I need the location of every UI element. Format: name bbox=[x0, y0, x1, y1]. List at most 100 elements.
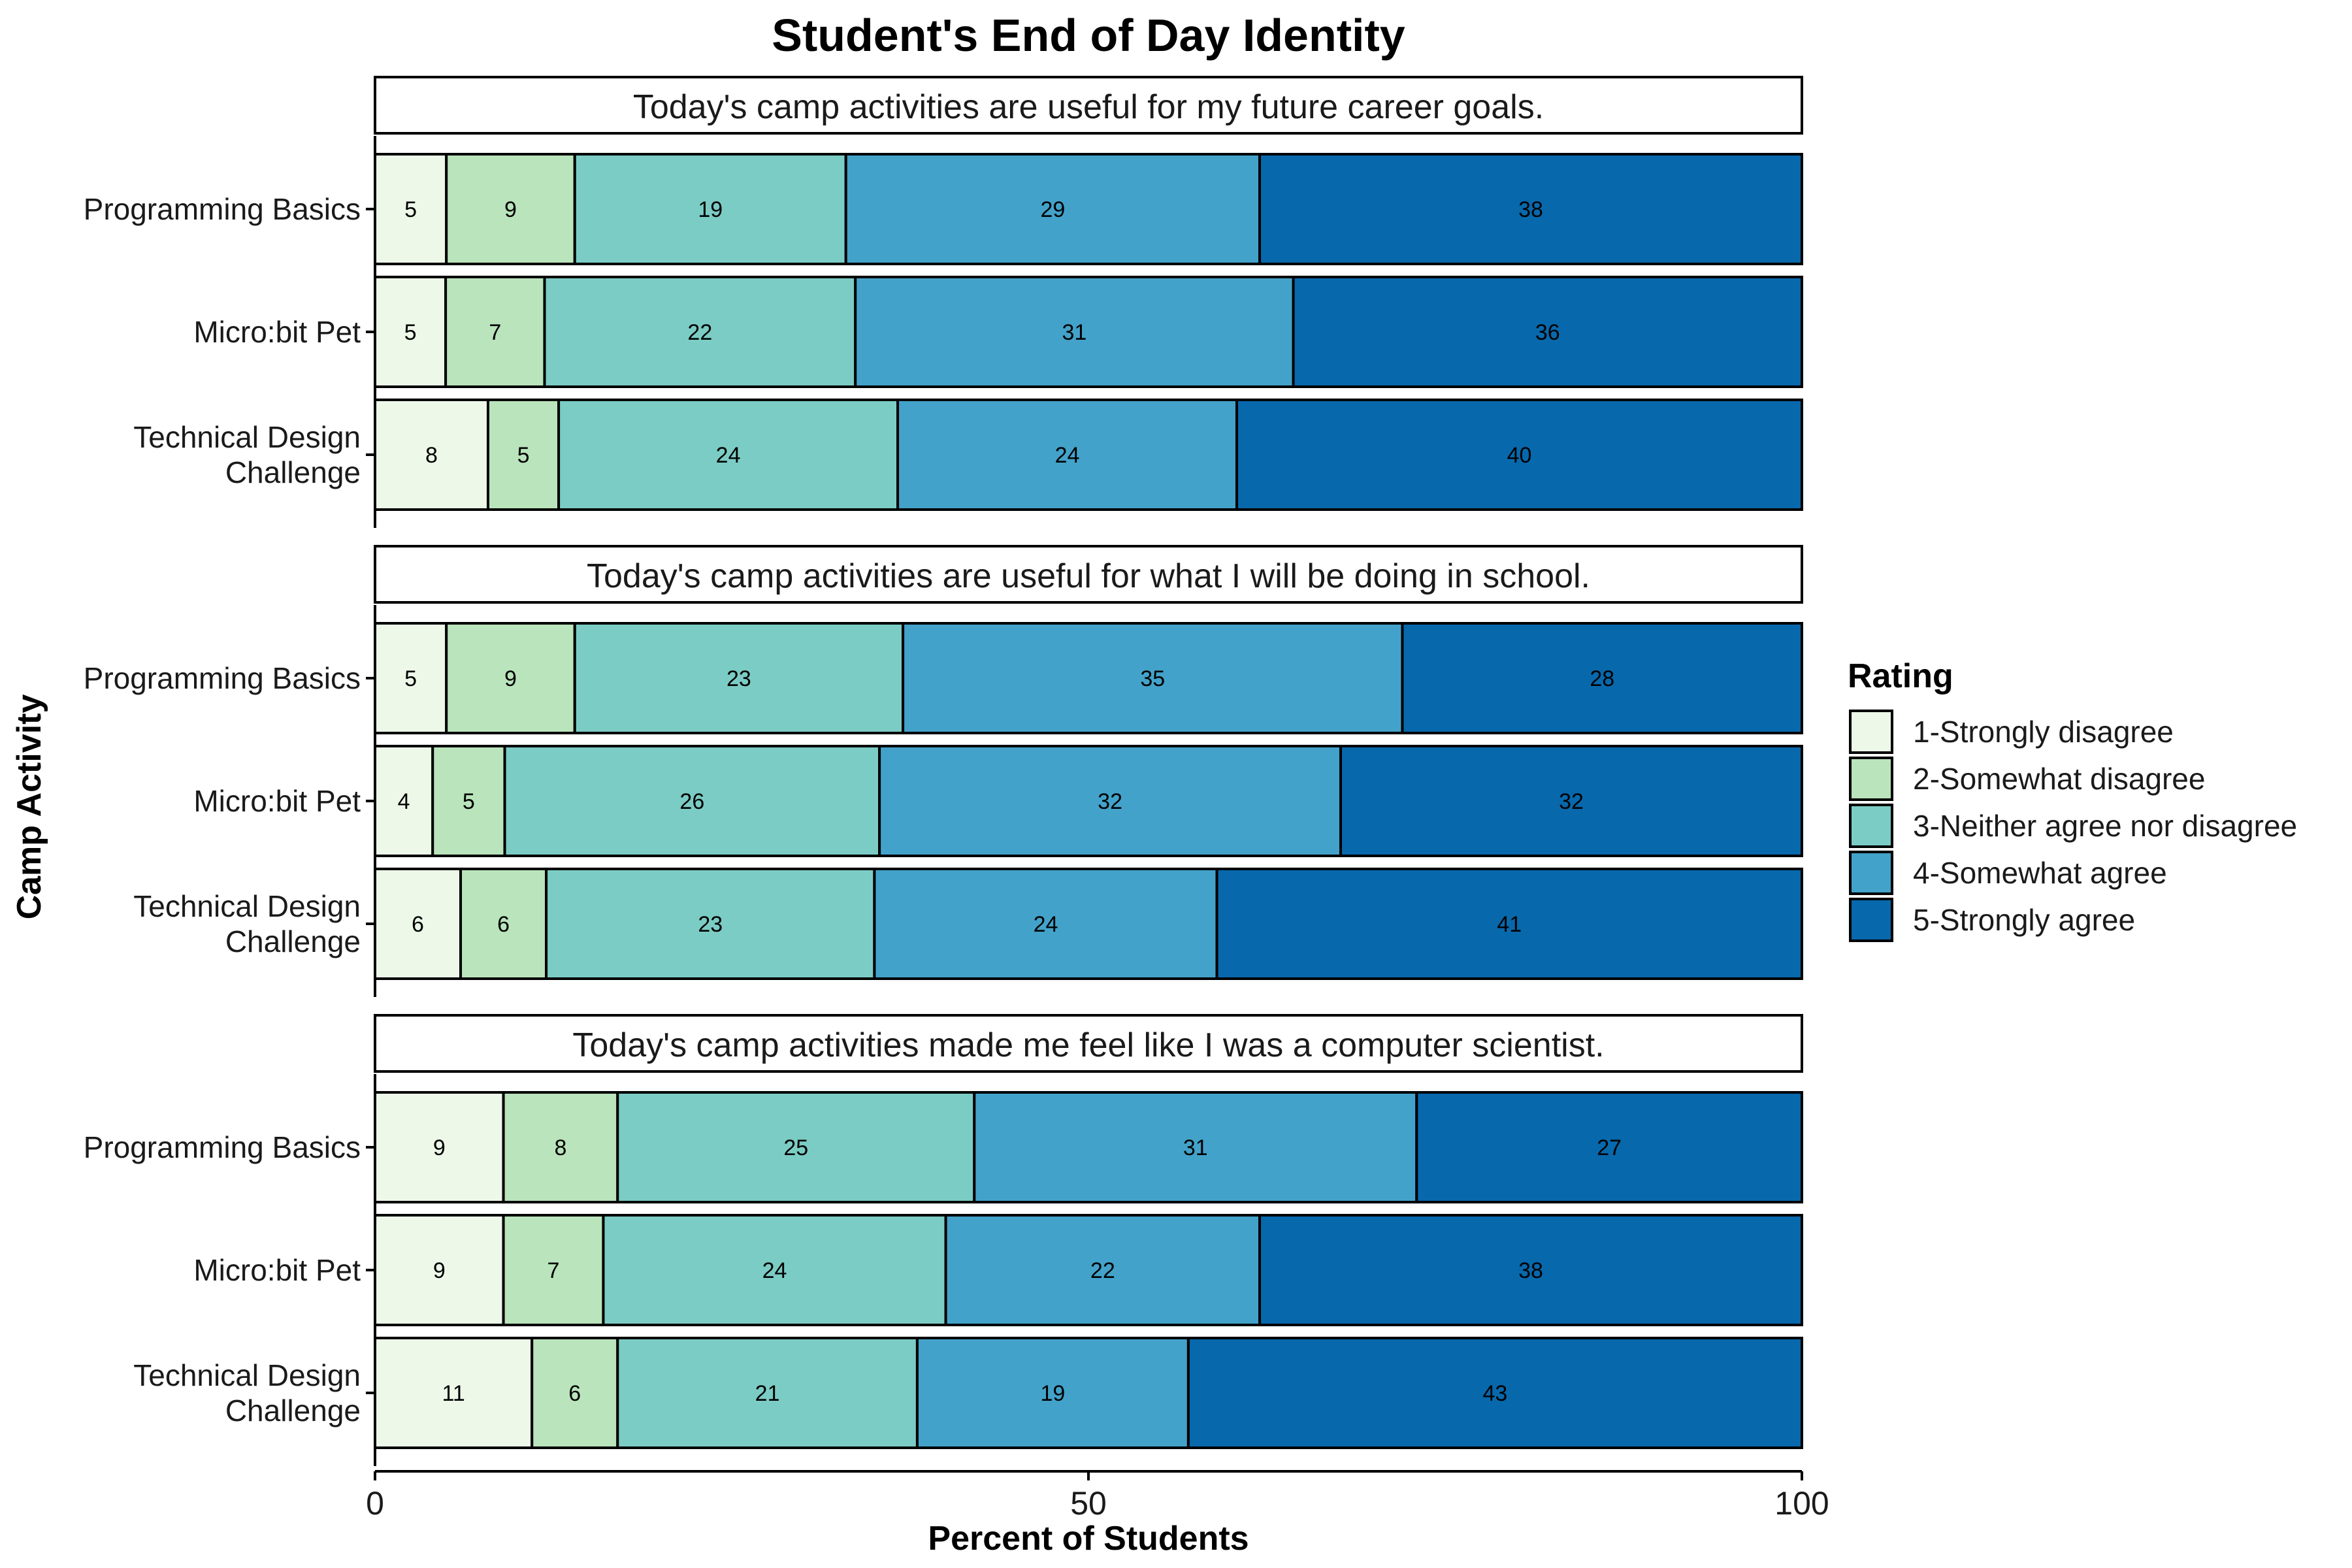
data-label: 6 bbox=[497, 912, 510, 937]
data-label: 38 bbox=[1518, 197, 1543, 222]
bar-segment bbox=[1339, 745, 1803, 857]
y-tick-label-line: Programming Basics bbox=[84, 661, 361, 695]
facet-panel-2: Today's camp activities are useful for w… bbox=[84, 545, 1804, 997]
bar-segment bbox=[543, 276, 857, 388]
bar-segment bbox=[531, 1337, 619, 1449]
data-label: 7 bbox=[489, 320, 501, 345]
data-label: 9 bbox=[504, 666, 517, 691]
data-label: 24 bbox=[762, 1258, 787, 1283]
facet-panel-3: Today's camp activities made me feel lik… bbox=[84, 1014, 1804, 1466]
legend-swatch bbox=[1849, 710, 1893, 754]
data-label: 23 bbox=[698, 912, 723, 937]
bar-segment bbox=[878, 745, 1343, 857]
data-label: 26 bbox=[679, 789, 704, 814]
legend: Rating 1-Strongly disagree 2-Somewhat disa… bbox=[1848, 657, 2297, 942]
data-label: 29 bbox=[1040, 197, 1065, 222]
data-label: 5 bbox=[517, 443, 530, 468]
data-label: 32 bbox=[1098, 789, 1122, 814]
legend-label: 4-Somewhat agree bbox=[1913, 856, 2167, 890]
y-tick-label: Programming Basics bbox=[84, 192, 361, 226]
data-label: 40 bbox=[1507, 443, 1532, 468]
x-axis: 0 50 100 bbox=[366, 1470, 1829, 1522]
bar-segment bbox=[902, 622, 1404, 734]
legend-swatch bbox=[1849, 851, 1893, 895]
y-tick-label: Technical Design Challenge bbox=[133, 889, 361, 958]
bar-segment bbox=[944, 1214, 1262, 1326]
data-label: 22 bbox=[687, 320, 712, 345]
y-tick-label-line: Technical Design bbox=[133, 420, 361, 454]
facet-strip bbox=[374, 1014, 1803, 1073]
data-label: 31 bbox=[1062, 320, 1086, 345]
data-label: 27 bbox=[1597, 1135, 1622, 1160]
bar-segment bbox=[374, 745, 434, 857]
bar-segment bbox=[1292, 276, 1803, 388]
data-label: 8 bbox=[554, 1135, 566, 1160]
bar-segment bbox=[459, 868, 548, 980]
bar-segment bbox=[1186, 1337, 1803, 1449]
bar-segment bbox=[374, 1214, 505, 1326]
legend-label: 1-Strongly disagree bbox=[1913, 715, 2174, 749]
bar-segment bbox=[374, 1337, 534, 1449]
data-label: 36 bbox=[1535, 320, 1560, 345]
y-tick-label: Micro:bit Pet bbox=[193, 1253, 361, 1287]
data-label: 23 bbox=[727, 666, 751, 691]
data-label: 38 bbox=[1518, 1258, 1543, 1283]
legend-swatch bbox=[1849, 757, 1893, 801]
legend-title: Rating bbox=[1848, 657, 1953, 695]
data-label: 31 bbox=[1183, 1135, 1208, 1160]
y-tick-label: Technical Design Challenge bbox=[133, 420, 361, 489]
y-tick-label-line: Challenge bbox=[225, 924, 361, 958]
x-tick-label: 100 bbox=[1774, 1485, 1829, 1522]
data-label: 5 bbox=[463, 789, 475, 814]
data-label: 22 bbox=[1090, 1258, 1115, 1283]
bar-segment bbox=[545, 868, 876, 980]
data-label: 11 bbox=[442, 1381, 465, 1406]
data-label: 5 bbox=[404, 320, 417, 345]
data-label: 41 bbox=[1497, 912, 1522, 937]
bar-segment bbox=[502, 1091, 619, 1203]
data-label: 43 bbox=[1483, 1381, 1508, 1406]
data-label: 7 bbox=[547, 1258, 560, 1283]
facet-strip-title: Today's camp activities are useful for m… bbox=[633, 88, 1544, 126]
bar-segment bbox=[374, 868, 463, 980]
data-label: 24 bbox=[1034, 912, 1058, 937]
data-label: 6 bbox=[568, 1381, 581, 1406]
y-tick-label: Micro:bit Pet bbox=[193, 315, 361, 349]
y-tick-label-line: Programming Basics bbox=[84, 1130, 361, 1164]
x-axis-title: Percent of Students bbox=[928, 1520, 1249, 1558]
data-label: 32 bbox=[1559, 789, 1584, 814]
bar-segment bbox=[1258, 153, 1803, 265]
bar-segment bbox=[854, 276, 1295, 388]
y-tick-label-line: Programming Basics bbox=[84, 192, 361, 226]
legend-swatch bbox=[1849, 898, 1893, 942]
bar-segment bbox=[1215, 868, 1804, 980]
facet-strip bbox=[374, 76, 1803, 135]
bar-segment bbox=[573, 153, 847, 265]
data-label: 8 bbox=[425, 443, 438, 468]
facet-panel-1: Today's camp activities are useful for m… bbox=[84, 76, 1804, 528]
data-label: 21 bbox=[755, 1381, 780, 1406]
y-tick-label-line: Technical Design bbox=[133, 1358, 361, 1392]
facet-panels: Today's camp activities are useful for m… bbox=[84, 76, 1804, 1466]
y-tick-label-line: Micro:bit Pet bbox=[193, 1253, 361, 1287]
data-label: 4 bbox=[398, 789, 410, 814]
chart-title: Student's End of Day Identity bbox=[772, 10, 1405, 61]
data-label: 28 bbox=[1590, 666, 1614, 691]
legend-swatch bbox=[1849, 804, 1893, 848]
data-label: 9 bbox=[433, 1258, 446, 1283]
y-axis-title: Camp Activity bbox=[10, 694, 48, 920]
data-label: 35 bbox=[1140, 666, 1165, 691]
bar-segment bbox=[973, 1091, 1418, 1203]
y-tick-label: Programming Basics bbox=[84, 661, 361, 695]
y-tick-label-line: Challenge bbox=[225, 1394, 361, 1428]
bar-segment bbox=[1415, 1091, 1804, 1203]
data-label: 19 bbox=[1040, 1381, 1065, 1406]
data-label: 5 bbox=[404, 666, 417, 691]
x-tick-label: 0 bbox=[366, 1485, 384, 1522]
y-tick-label-line: Technical Design bbox=[133, 889, 361, 923]
facet-strip bbox=[374, 545, 1803, 604]
facet-strip-title: Today's camp activities are useful for w… bbox=[587, 557, 1590, 595]
bar-segment bbox=[374, 622, 448, 734]
data-label: 24 bbox=[1055, 443, 1080, 468]
